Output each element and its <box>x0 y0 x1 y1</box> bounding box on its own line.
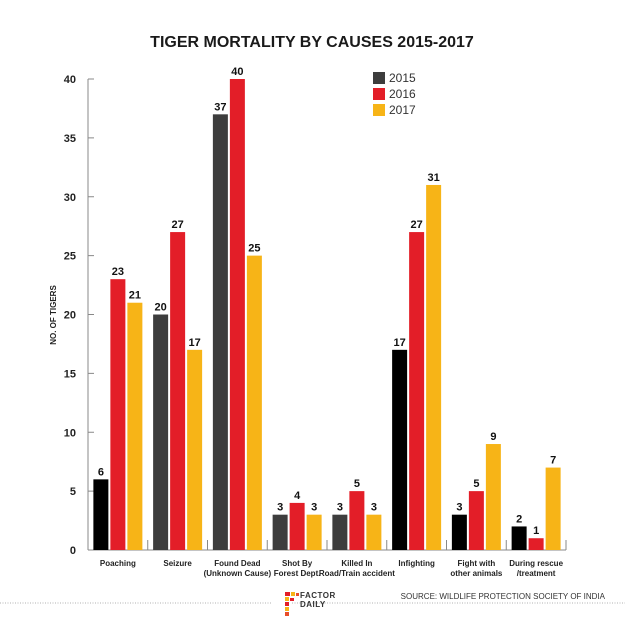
bar-2016 <box>468 491 484 550</box>
value-label: 3 <box>456 502 462 514</box>
category-label: Found Dead <box>214 559 260 568</box>
footer: FACTOR DAILY SOURCE: WILDLIFE PROTECTION… <box>0 591 625 616</box>
bar-2015 <box>153 314 169 550</box>
value-label: 7 <box>550 455 556 467</box>
y-tick-label: 5 <box>70 486 76 498</box>
bar-2016 <box>409 232 425 550</box>
value-label: 27 <box>411 219 423 231</box>
bar-2015 <box>511 526 527 550</box>
category-labels: Poaching Seizure Found Dead(Unknown Cause)… <box>100 559 564 578</box>
value-label: 20 <box>155 302 167 314</box>
legend-swatch-2016 <box>373 88 385 100</box>
y-tick-label: 20 <box>64 310 76 322</box>
category-label: Infighting <box>398 559 435 568</box>
value-label: 5 <box>473 478 479 490</box>
bar-2017 <box>127 302 143 550</box>
bar-2016 <box>349 491 365 550</box>
y-tick-label: 15 <box>64 368 76 380</box>
bar-2017 <box>545 467 561 550</box>
category-label: /treatment <box>517 569 556 578</box>
y-tick-label: 40 <box>64 74 76 86</box>
category-label: Fight with <box>457 559 495 568</box>
value-label: 3 <box>371 502 377 514</box>
legend-label: 2017 <box>389 103 416 117</box>
bar-2017 <box>426 184 442 550</box>
value-label: 23 <box>112 266 124 278</box>
value-label: 3 <box>311 502 317 514</box>
value-label: 25 <box>248 243 260 255</box>
legend: 2015 2016 2017 <box>373 71 416 117</box>
category-label: (Unknown Cause) <box>204 569 272 578</box>
bar-2016 <box>528 538 544 550</box>
value-label: 17 <box>394 337 406 349</box>
y-tick-label: 0 <box>70 545 76 557</box>
category-label: Poaching <box>100 559 136 568</box>
bars <box>93 79 561 550</box>
category-label: Shot By <box>282 559 313 568</box>
value-label: 4 <box>294 490 301 502</box>
bar-2017 <box>485 444 501 550</box>
value-label: 37 <box>214 101 226 113</box>
bar-2016 <box>229 79 245 550</box>
brand-line1: FACTOR <box>300 591 336 600</box>
y-axis-label: NO. OF TIGERS <box>49 285 58 345</box>
value-label: 27 <box>172 219 184 231</box>
y-tick-label: 35 <box>64 133 76 145</box>
category-label: Killed In <box>341 559 372 568</box>
y-tick-label: 25 <box>64 251 76 263</box>
factor-daily-logo-icon <box>285 592 299 616</box>
value-label: 21 <box>129 290 141 302</box>
value-label: 6 <box>98 466 104 478</box>
bar-2015 <box>212 114 228 550</box>
category-label: Road/Train accident <box>319 569 395 578</box>
value-label: 2 <box>516 513 522 525</box>
category-label: Forest Dept. <box>274 569 321 578</box>
legend-label: 2015 <box>389 71 416 85</box>
value-label: 5 <box>354 478 360 490</box>
chart-title: TIGER MORTALITY BY CAUSES 2015-2017 <box>150 34 474 51</box>
bar-2017 <box>366 514 382 550</box>
y-tick-label: 30 <box>64 192 76 204</box>
category-label: other animals <box>450 569 503 578</box>
bar-2015 <box>451 514 467 550</box>
brand-line2: DAILY <box>300 600 326 609</box>
bar-2015 <box>392 349 408 550</box>
category-label: During rescue <box>509 559 563 568</box>
bar-2016 <box>110 279 126 550</box>
bar-2017 <box>306 514 322 550</box>
source-note: SOURCE: WILDLIFE PROTECTION SOCIETY OF I… <box>401 592 606 601</box>
bar-2017 <box>187 349 203 550</box>
bar-2016 <box>289 502 305 550</box>
bar-2015 <box>332 514 348 550</box>
value-label: 3 <box>337 502 343 514</box>
y-tick-label: 10 <box>64 427 76 439</box>
legend-swatch-2015 <box>373 72 385 84</box>
bar-2015 <box>272 514 288 550</box>
bar-2015 <box>93 479 109 550</box>
legend-label: 2016 <box>389 87 416 101</box>
value-label: 31 <box>428 172 440 184</box>
value-label: 9 <box>490 431 496 443</box>
legend-swatch-2017 <box>373 104 385 116</box>
value-label: 3 <box>277 502 283 514</box>
category-label: Seizure <box>163 559 192 568</box>
value-label: 17 <box>189 337 201 349</box>
bar-2017 <box>246 255 262 550</box>
value-label: 40 <box>231 66 243 78</box>
bar-2016 <box>170 232 186 550</box>
value-label: 1 <box>533 525 539 537</box>
